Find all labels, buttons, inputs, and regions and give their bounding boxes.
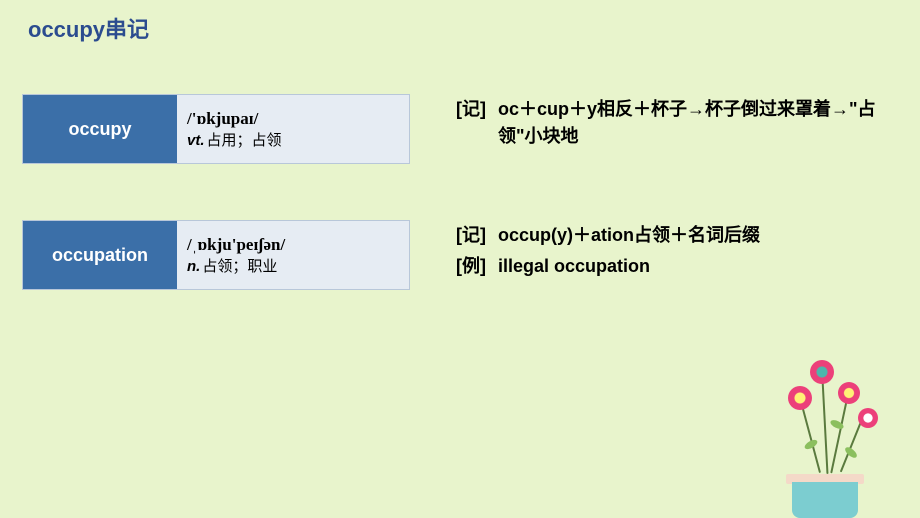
word-label: occupation	[23, 221, 177, 289]
note-text: oc＋cup＋y相反＋杯子→杯子倒过来罩着→"占领"小块地	[498, 96, 876, 150]
note-tag: [记]	[456, 222, 498, 249]
note-tag: [记]	[456, 96, 498, 150]
notes-column: [记] occup(y)＋ation占领＋名词后缀 [例] illegal oc…	[456, 220, 876, 290]
content-area: occupy /'ɒkjupaɪ/ vt.占用；占领 [记] oc＋cup＋y相…	[0, 44, 920, 290]
word-details: /ˌɒkju'peɪʃən/ n.占领；职业	[177, 221, 409, 289]
pronunciation: /ˌɒkju'peɪʃən/	[187, 235, 399, 255]
definition: n.占领；职业	[187, 255, 399, 276]
word-label: occupy	[23, 95, 177, 163]
word-table: occupy /'ɒkjupaɪ/ vt.占用；占领	[22, 94, 410, 164]
page-title: occupy串记	[0, 0, 920, 44]
flower-decoration-icon	[760, 358, 890, 518]
word-table: occupation /ˌɒkju'peɪʃən/ n.占领；职业	[22, 220, 410, 290]
entry-row: occupy /'ɒkjupaɪ/ vt.占用；占领 [记] oc＋cup＋y相…	[22, 94, 920, 164]
part-of-speech: n.	[187, 258, 200, 275]
note-line: [记] oc＋cup＋y相反＋杯子→杯子倒过来罩着→"占领"小块地	[456, 96, 876, 150]
word-details: /'ɒkjupaɪ/ vt.占用；占领	[177, 95, 409, 163]
notes-column: [记] oc＋cup＋y相反＋杯子→杯子倒过来罩着→"占领"小块地	[456, 94, 876, 164]
definition: vt.占用；占领	[187, 129, 399, 150]
note-line: [例] illegal occupation	[456, 253, 876, 280]
pronunciation: /'ɒkjupaɪ/	[187, 109, 399, 129]
note-text: illegal occupation	[498, 253, 876, 280]
note-text: occup(y)＋ation占领＋名词后缀	[498, 222, 876, 249]
definition-text: 占用；占领	[207, 132, 282, 149]
definition-text: 占领；职业	[202, 258, 277, 275]
note-tag: [例]	[456, 253, 498, 280]
note-line: [记] occup(y)＋ation占领＋名词后缀	[456, 222, 876, 249]
entry-row: occupation /ˌɒkju'peɪʃən/ n.占领；职业 [记] oc…	[22, 220, 920, 290]
part-of-speech: vt.	[187, 132, 205, 149]
